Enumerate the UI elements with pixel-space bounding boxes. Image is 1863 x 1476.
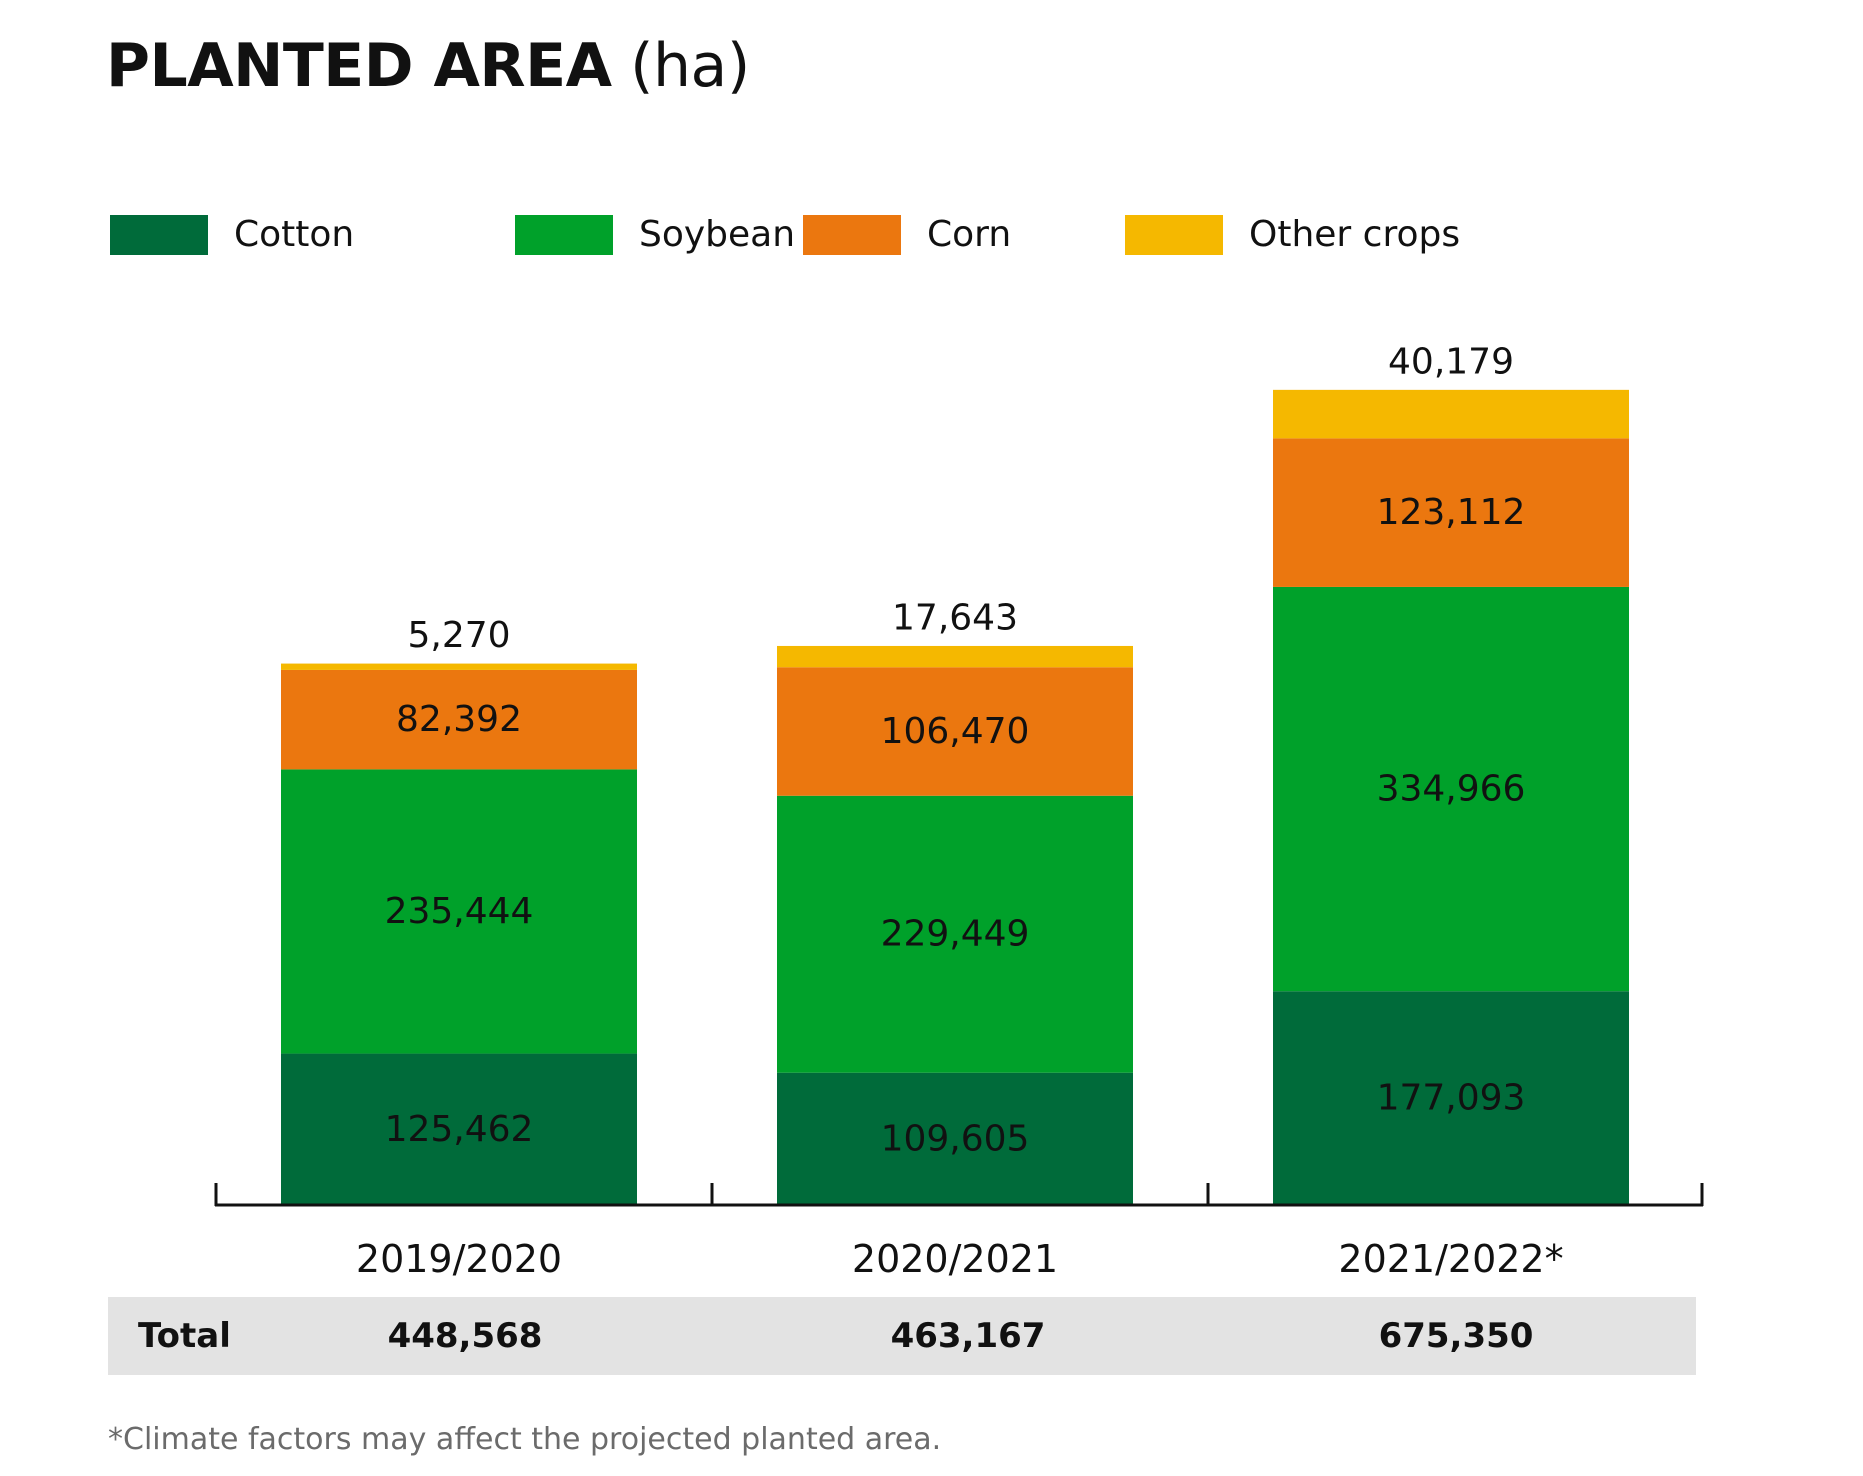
bar-segment-soybean-1 (281, 769, 637, 1054)
legend-item-cotton: Cotton (110, 211, 354, 259)
bar-segment-soybean-2 (777, 795, 1133, 1073)
bar-segment-other-crops-1 (281, 663, 637, 670)
total-value-2019-2020: 448,568 (387, 1316, 543, 1356)
data-label-corn-2: 106,470 (881, 711, 1030, 752)
data-label-soybean-2: 229,449 (881, 914, 1030, 955)
data-label-cotton-2: 109,605 (881, 1118, 1030, 1159)
legend-swatch-corn (803, 215, 901, 255)
bar-segment-corn-2 (777, 667, 1133, 796)
totals-label: Total (138, 1316, 231, 1356)
legend-label-other-crops: Other crops (1249, 214, 1461, 255)
data-label-soybean-1: 235,444 (385, 891, 534, 932)
x-tick-label-3: 2021/2022* (1338, 1237, 1563, 1281)
bar-segment-corn-1 (281, 669, 637, 770)
data-label-cotton-3: 177,093 (1377, 1078, 1526, 1119)
total-value-2021-2022: 675,350 (1378, 1316, 1534, 1356)
footnote: *Climate factors may affect the projecte… (108, 1422, 942, 1457)
bar-segment-corn-3 (1273, 438, 1629, 587)
bar-segment-soybean-3 (1273, 586, 1629, 992)
legend-label-corn: Corn (927, 214, 1012, 255)
x-tick-label-2: 2020/2021 (852, 1237, 1058, 1281)
legend: Cotton Soybean Corn Other crops (0, 211, 1863, 259)
legend-swatch-soybean (515, 215, 613, 255)
bar-segment-cotton-2 (777, 1072, 1133, 1205)
bar-segment-cotton-1 (281, 1053, 637, 1205)
legend-label-soybean: Soybean (639, 214, 796, 255)
totals-row: Total 448,568 463,167 675,350 (108, 1297, 1696, 1375)
legend-label-cotton: Cotton (234, 214, 355, 255)
data-label-other-crops-3: 40,179 (1388, 341, 1514, 382)
legend-item-soybean: Soybean (515, 211, 795, 259)
legend-swatch-other-crops (1125, 215, 1223, 255)
stacked-bar-chart: 125,462 235,444 82,392 5,270 2019/2020 109,60… (214, 341, 1704, 1281)
legend-swatch-cotton (110, 215, 208, 255)
legend-item-other-crops: Other crops (1125, 211, 1460, 259)
x-tick-label-1: 2019/2020 (356, 1237, 562, 1281)
data-label-corn-3: 123,112 (1377, 492, 1526, 533)
bar-segment-cotton-3 (1273, 991, 1629, 1205)
bar-segment-other-crops-2 (777, 645, 1133, 668)
bar-segment-other-crops-3 (1273, 389, 1629, 439)
chart-title-unit: (ha) (630, 31, 750, 101)
data-label-corn-1: 82,392 (396, 699, 522, 740)
legend-item-corn: Corn (803, 211, 1011, 259)
chart-title: PLANTED AREA (ha) (106, 30, 750, 102)
chart-title-main: PLANTED AREA (106, 31, 612, 101)
data-label-other-crops-2: 17,643 (892, 597, 1018, 638)
data-label-cotton-1: 125,462 (385, 1109, 534, 1150)
data-label-other-crops-1: 5,270 (407, 615, 510, 656)
data-label-soybean-3: 334,966 (1377, 769, 1526, 810)
total-value-2020-2021: 463,167 (890, 1316, 1046, 1356)
